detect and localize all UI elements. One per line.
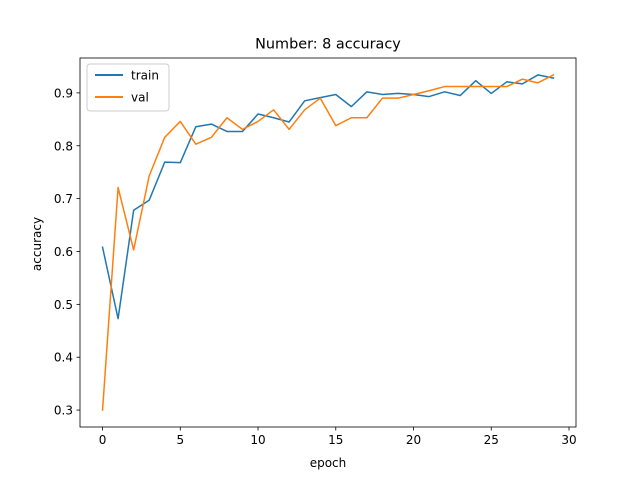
y-tick-label: 0.3	[54, 404, 73, 418]
x-axis-label: epoch	[310, 456, 347, 470]
x-tick-label: 10	[250, 433, 265, 447]
legend-label-val: val	[131, 91, 149, 105]
x-tick-label: 15	[328, 433, 343, 447]
y-tick-label: 0.7	[54, 192, 73, 206]
plot-area: 0 5 10 15 20 25 30 0.3 0.4 0.5 0.6 0.7 0.8 0.9	[54, 57, 577, 447]
y-axis-label: accuracy	[30, 217, 44, 271]
legend-label-train: train	[131, 69, 159, 83]
series-line-val	[101, 73, 555, 411]
series-line-train	[101, 74, 555, 320]
y-tick-label: 0.8	[54, 139, 73, 153]
x-tick-label: 25	[484, 433, 499, 447]
axes-frame	[79, 57, 577, 428]
y-tick-label: 0.4	[54, 351, 73, 365]
y-tick-label: 0.9	[54, 86, 73, 100]
y-tick-label: 0.5	[54, 298, 73, 312]
y-tick-label: 0.6	[54, 245, 73, 259]
x-tick-label: 20	[406, 433, 421, 447]
x-tick-label: 5	[176, 433, 184, 447]
x-tick-label: 30	[561, 433, 576, 447]
legend: train val	[86, 63, 170, 112]
chart-title: Number: 8 accuracy	[255, 37, 401, 53]
x-tick-label: 0	[99, 433, 107, 447]
